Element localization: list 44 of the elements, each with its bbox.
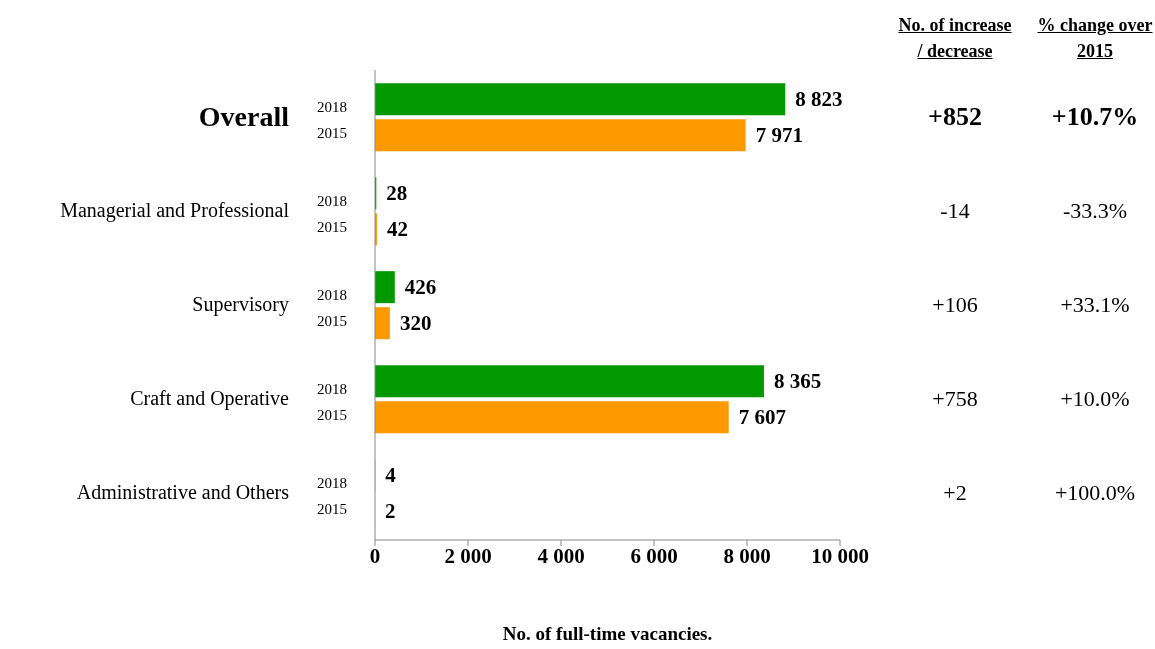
text: 2018 — [317, 381, 347, 397]
series-label: 2018 — [317, 99, 347, 115]
text: +10.0% — [1059, 385, 1131, 413]
x-tick-label: 2 000 — [444, 543, 492, 568]
text: -14 — [939, 197, 971, 225]
text: 2018 — [317, 193, 347, 209]
data-label: 2 — [385, 499, 396, 524]
data-label: 4 — [385, 463, 397, 488]
x-tick-label: 6 000 — [630, 543, 678, 568]
x-tick-label: 8 000 — [723, 543, 771, 568]
text: +100.0% — [1053, 479, 1137, 507]
data-label: 7 971 — [755, 123, 803, 148]
text: +10.7% — [1050, 102, 1140, 132]
text: % change over 2015 — [1036, 14, 1154, 63]
text: 2015 — [317, 219, 347, 235]
data-label: 8 365 — [773, 369, 822, 394]
text: 2018 — [317, 475, 347, 491]
y-tick-label: Overall — [198, 101, 290, 132]
series-label: 2015 — [317, 125, 347, 141]
text: -33.3% — [1061, 197, 1129, 225]
data-label: 426 — [404, 275, 437, 300]
text: +2 — [942, 479, 968, 507]
data-label: 8 823 — [795, 87, 843, 112]
text: 2018 — [317, 287, 347, 303]
x-axis-title: No. of full-time vacancies. — [502, 623, 713, 644]
text: No. of increase / decrease — [897, 14, 1013, 63]
data-label: 28 — [386, 181, 408, 206]
text: +33.1% — [1059, 291, 1131, 319]
text: +106 — [931, 291, 979, 319]
text: 2015 — [317, 407, 347, 423]
y-tick-label: Supervisory — [192, 293, 289, 316]
data-label: 320 — [399, 311, 432, 336]
text: 2015 — [317, 313, 347, 329]
text: +852 — [927, 102, 983, 132]
data-label: 42 — [386, 217, 408, 242]
y-tick-label: Managerial and Professional — [60, 199, 290, 222]
x-tick-label: 0 — [369, 543, 381, 568]
x-tick-label: 10 000 — [811, 543, 869, 568]
text: 2015 — [317, 501, 347, 517]
text: +758 — [931, 385, 979, 413]
y-tick-label: Craft and Operative — [130, 387, 290, 410]
y-tick-label: Administrative and Others — [76, 481, 290, 503]
data-label: 7 607 — [738, 405, 786, 430]
x-tick-label: 4 000 — [537, 543, 585, 568]
